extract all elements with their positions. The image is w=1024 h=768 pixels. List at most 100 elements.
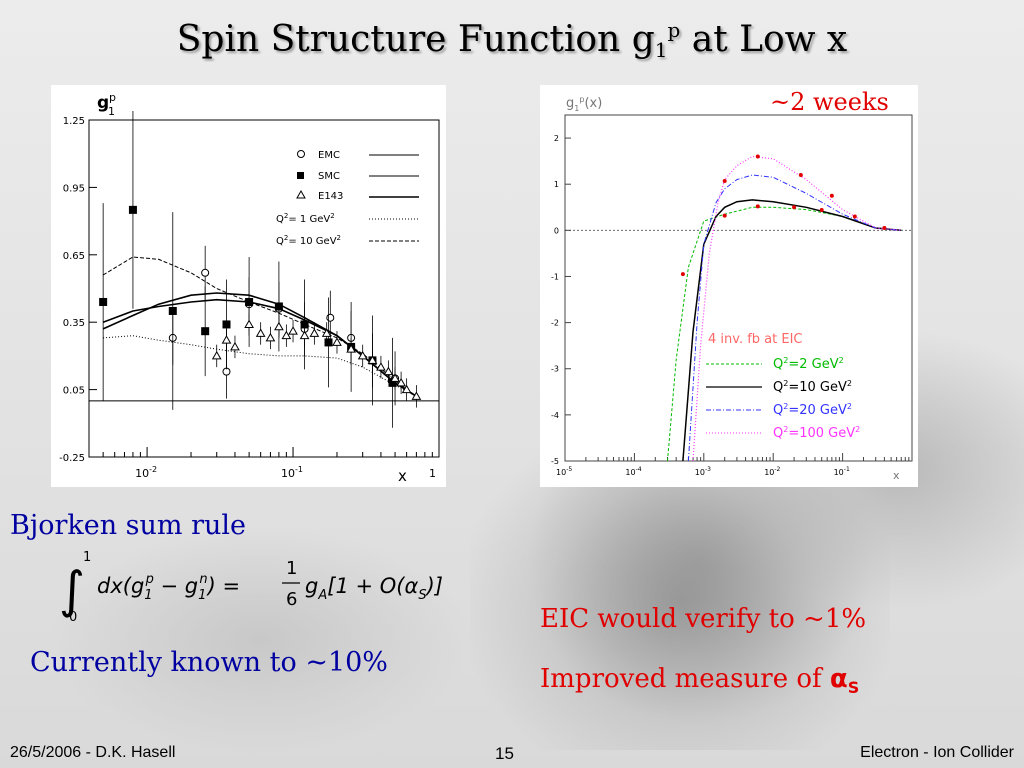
e143-point — [383, 366, 394, 376]
e143-point — [255, 328, 266, 337]
left-ytick-label: -0.25 — [59, 453, 85, 464]
integral-sign: ∫ — [59, 561, 85, 619]
eic-projected-point — [798, 172, 803, 177]
legend-marker-emc — [297, 150, 305, 158]
right-legend: 4 inv. fb at EIC Q2=2 GeV2 Q2=10 GeV2 Q2… — [706, 332, 860, 441]
left-ytick-label: 1.25 — [63, 116, 85, 127]
left-legend: EMC SMC E143 Q2= 1 GeV2 Q2= 10 GeV2 — [276, 150, 419, 247]
e143-point — [274, 321, 284, 331]
smc-point — [201, 327, 210, 336]
right-xtick-label: 10-2 — [764, 466, 780, 477]
smc-point — [324, 338, 333, 347]
e143-point — [288, 326, 298, 335]
e143-point — [396, 377, 406, 387]
smc-point — [222, 320, 231, 329]
e143-point — [309, 328, 320, 337]
eic-projected-point — [755, 154, 760, 159]
e143-point — [357, 350, 368, 360]
e143-point — [411, 391, 422, 400]
e143-point — [230, 341, 240, 351]
right-curve — [682, 199, 902, 462]
right-ytick-label: 2 — [554, 134, 559, 143]
footer-date-author: 26/5/2006 - D.K. Hasell — [10, 744, 176, 761]
left-ylabel: g — [97, 93, 109, 113]
eic-verify-label: EIC would verify to ~1% — [540, 604, 867, 634]
eic-projected-point — [722, 213, 727, 218]
legend-marker-e143 — [296, 189, 306, 199]
smc-point — [168, 306, 177, 315]
e143-point — [244, 319, 254, 328]
eic-projected-point — [882, 226, 887, 231]
integral-upper: 1 — [83, 550, 91, 565]
e143-point — [265, 332, 276, 342]
legend-label-q2-10: Q2= 10 GeV2 — [276, 234, 341, 247]
right-ytick-label: -1 — [551, 272, 559, 281]
improved-measure-label: Improved measure of αS — [540, 664, 860, 698]
e143-point — [221, 335, 232, 344]
eic-projected-point — [819, 208, 824, 213]
left-curve — [102, 256, 417, 397]
e143-point — [211, 350, 222, 360]
left-ytick-label: 0.05 — [63, 386, 85, 397]
smc-point — [274, 302, 283, 311]
legend-label-q2-20: Q2=20 GeV2 — [773, 402, 852, 418]
e143-point — [281, 330, 292, 340]
integral-lower: 0 — [69, 610, 77, 625]
left-curve — [103, 335, 417, 397]
eic-projected-point — [792, 205, 797, 210]
g1p-data-chart: 1.25 0.95 0.65 0.35 0.05 -0.25 10-2 10-1 1 g 1 p… — [59, 91, 440, 485]
footer-title: Electron - Ion Collider — [860, 744, 1014, 761]
fraction-denominator: 6 — [286, 589, 297, 610]
legend-label-smc: SMC — [318, 171, 340, 182]
g1p-data-chart-panel: 1.25 0.95 0.65 0.35 0.05 -0.25 10-2 10-1 1 g 1 p… — [51, 85, 446, 487]
e143-point — [321, 328, 332, 337]
right-xtick-label: 10-5 — [556, 466, 572, 477]
left-xtick-label: 10-2 — [135, 465, 157, 480]
left-plot-frame — [88, 119, 440, 458]
bjorken-formula: ∫ 1 0 dx(g1p − g1n) = 1 6 gA[1 + O(αS)] — [59, 550, 443, 625]
e143-point — [376, 362, 386, 371]
legend-label-q2-1: Q2= 1 GeV2 — [276, 212, 335, 225]
g1p-eic-projection-chart: 210-1-2-3-4-510-5 10-4 10-3 10-2 10-1 g1p(x)… — [551, 95, 913, 482]
left-xtick-label: 1 — [429, 467, 436, 480]
eic-projected-point — [680, 272, 685, 277]
legend-marker-smc — [297, 172, 304, 179]
right-ytick-label: -2 — [551, 319, 559, 328]
e143-point — [401, 384, 412, 394]
right-ytick-label: -5 — [551, 457, 559, 466]
right-ytick-label: -3 — [551, 365, 559, 374]
right-plot-frame — [564, 114, 913, 462]
left-ylabel-sup: p — [109, 91, 116, 104]
e143-point — [390, 373, 400, 382]
right-ytick-label: -4 — [551, 411, 559, 420]
smc-point — [128, 205, 137, 214]
legend-label-e143: E143 — [318, 191, 343, 202]
e143-point — [346, 344, 356, 353]
right-curve — [692, 155, 902, 462]
slide-title: Spin Structure Function g1p at Low x — [176, 18, 848, 62]
eic-projected-point — [829, 193, 834, 198]
left-ylabel-sub: 1 — [108, 105, 115, 118]
smc-point — [388, 378, 397, 387]
emc-point — [201, 268, 210, 277]
right-legend-title: 4 inv. fb at EIC — [708, 332, 803, 347]
smc-point — [99, 297, 108, 306]
right-ytick-label: 1 — [554, 180, 559, 189]
smc-point — [245, 297, 254, 306]
right-xtick-label: 10-3 — [695, 466, 711, 477]
g1p-eic-projection-panel: 2 1 0 -1 -2 -3 -4 -5 10-5 10-4 10-3 10-2 10-1 g1p(x)… — [540, 85, 918, 487]
smc-point — [300, 320, 309, 329]
bjorken-sum-rule-label: Bjorken sum rule — [10, 510, 247, 541]
e143-point — [332, 337, 342, 346]
right-xtick-label: 10-4 — [625, 466, 641, 477]
right-xtick-label: 10-1 — [834, 466, 850, 477]
formula-lhs: dx(g1p − g1n) = — [97, 572, 240, 603]
right-ylabel: g1p(x) — [566, 95, 602, 113]
left-ytick-label: 0.95 — [63, 183, 85, 194]
footer-page-number: 15 — [495, 744, 514, 763]
legend-label-q2-10-r: Q2=10 GeV2 — [773, 379, 852, 395]
right-ytick-label: 0 — [554, 226, 559, 235]
left-ytick-label: 0.35 — [63, 318, 85, 329]
left-xtick-label: 10-1 — [281, 465, 303, 480]
legend-label-q2-100: Q2=100 GeV2 — [773, 425, 860, 441]
